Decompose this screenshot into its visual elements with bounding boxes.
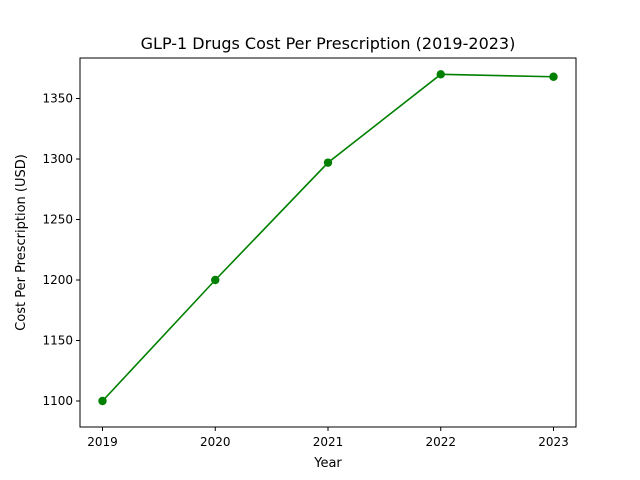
y-tick-label: 1300: [42, 152, 73, 166]
x-tick-label: 2020: [200, 435, 231, 449]
plot-area: 2019 2020 2021 2022 2023 1100 1150 1200 1250 1300…: [42, 70, 569, 449]
data-point: [323, 158, 333, 167]
y-tick-label: 1350: [42, 92, 73, 106]
y-tick-label: 1150: [42, 333, 73, 347]
x-tick-label: 2021: [313, 435, 344, 449]
x-tick-label: 2022: [425, 435, 456, 449]
x-axis-label: Year: [313, 456, 342, 471]
x-tick-label: 2019: [87, 435, 118, 449]
series-line: [101, 73, 554, 402]
data-point: [436, 70, 445, 79]
x-tick-label: 2023: [538, 435, 569, 449]
y-tick-label: 1200: [42, 273, 73, 287]
plot-frame: [79, 57, 577, 428]
data-point: [211, 275, 220, 285]
y-axis-label: Cost Per Prescription (USD): [14, 154, 29, 331]
chart-title: GLP-1 Drugs Cost Per Prescription (2019-…: [141, 34, 516, 53]
y-tick-label: 1250: [42, 213, 73, 227]
data-point: [98, 396, 107, 406]
data-point: [549, 72, 558, 81]
y-tick-label: 1100: [42, 394, 73, 408]
